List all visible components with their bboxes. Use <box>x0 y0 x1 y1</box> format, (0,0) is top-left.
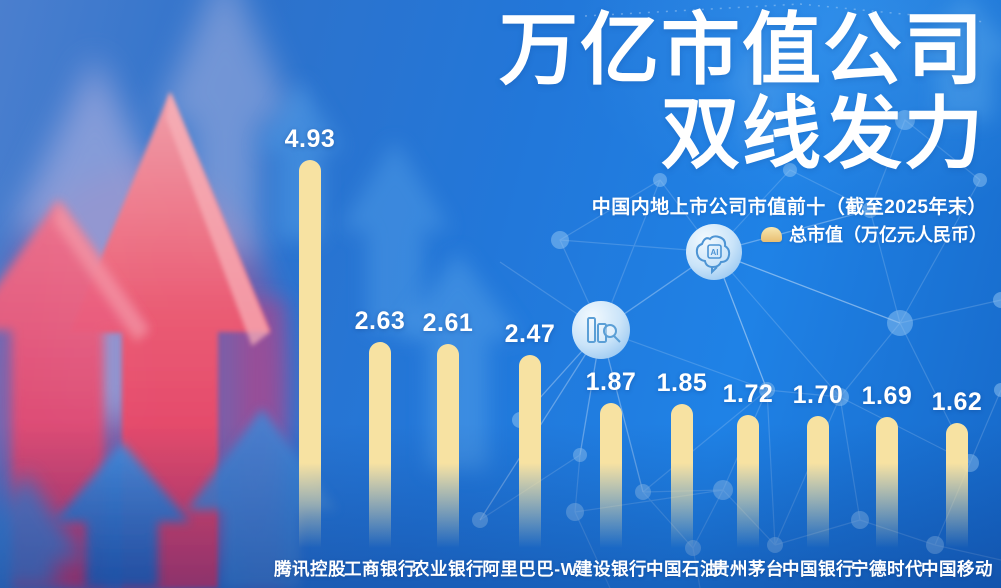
bar-value-label: 1.62 <box>931 388 983 416</box>
blue-arrow-front <box>0 472 85 588</box>
bar-category-label: 贵州茅台 <box>712 559 784 579</box>
ai-brain-chip-icon: AI <box>686 224 742 280</box>
bar-value-label: 1.85 <box>656 369 708 397</box>
legend-label: 总市值（万亿元人民币） <box>789 225 987 245</box>
background-arrow-blue <box>258 80 342 240</box>
mesh-dotted-lines <box>584 3 986 23</box>
bar-value-label: 1.69 <box>861 382 913 410</box>
bar <box>671 404 693 548</box>
bar-category-label: 宁德时代 <box>851 559 923 579</box>
bar-category-label: 建设银行 <box>575 559 647 579</box>
bar <box>299 160 321 548</box>
bar <box>369 342 391 548</box>
bar-category-label: 腾讯控股 <box>274 559 346 579</box>
bar <box>600 403 622 548</box>
blue-arrow-front <box>54 442 190 588</box>
mesh-nodes <box>472 110 1001 556</box>
bar <box>807 416 829 548</box>
page-title: 万亿市值公司 双线发力 <box>499 10 985 178</box>
title-line-2: 双线发力 <box>661 92 985 179</box>
background-arrow-blue <box>910 0 1001 120</box>
bar-category-label: 农业银行 <box>412 559 484 579</box>
svg-text:AI: AI <box>711 248 719 257</box>
bar-value-label: 2.63 <box>354 307 406 335</box>
title-line-1: 万亿市值公司 <box>499 8 985 95</box>
bar-value-label: 2.47 <box>504 320 556 348</box>
bar-value-label: 1.70 <box>792 381 844 409</box>
bar-category-label: 工商银行 <box>344 559 416 579</box>
bar-value-label: 1.72 <box>722 380 774 408</box>
background-arrow-blue <box>722 28 802 150</box>
bar <box>737 415 759 548</box>
bar-value-label: 2.61 <box>422 309 474 337</box>
bar-category-label: 阿里巴巴-W <box>482 559 578 579</box>
chart-legend: 总市值（万亿元人民币） <box>761 222 987 246</box>
red-arrow-main-highlight <box>166 92 270 346</box>
bar-chart-magnifier-icon <box>572 301 630 359</box>
bar-value-label: 4.93 <box>284 125 336 153</box>
bar <box>519 355 541 548</box>
bar-category-label: 中国移动 <box>921 559 993 579</box>
bar-value-label: 1.87 <box>585 368 637 396</box>
bar <box>437 344 459 548</box>
chart-subtitle: 中国内地上市公司市值前十（截至2025年末） <box>591 197 987 218</box>
bar <box>876 417 898 548</box>
bar-category-label: 中国银行 <box>782 559 854 579</box>
bar-category-label: 中国石油 <box>646 559 718 579</box>
red-arrow-small-highlight <box>54 200 150 342</box>
bar <box>946 423 968 548</box>
legend-bar-swatch-icon <box>761 226 782 242</box>
background-arrow-blue <box>340 140 450 330</box>
